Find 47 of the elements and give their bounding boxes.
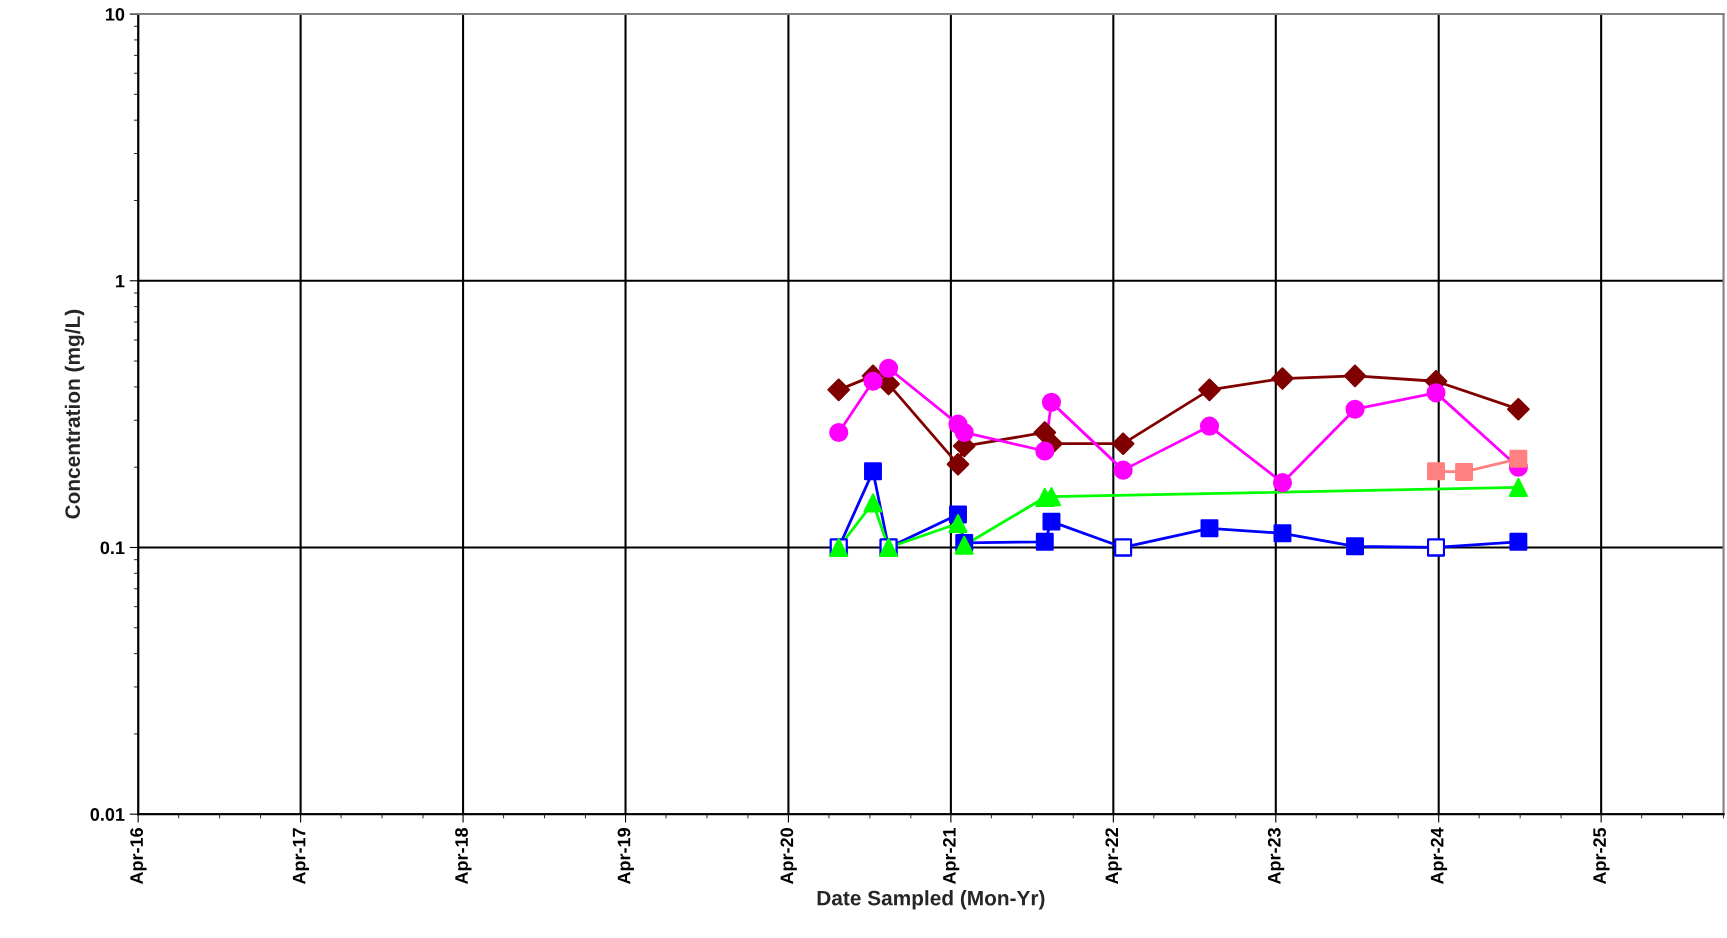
point [863, 493, 883, 513]
point [863, 371, 883, 391]
point [954, 422, 974, 442]
x-tick-label: Apr-25 [1593, 827, 1610, 885]
x-tick-label: Apr-18 [455, 827, 472, 885]
x-tick-label: Apr-22 [1105, 828, 1122, 885]
point [1509, 449, 1528, 468]
y-tick-label: 10 [106, 8, 125, 21]
point [1199, 416, 1220, 436]
x-tick-label: Apr-17 [292, 828, 310, 885]
point [1509, 532, 1528, 551]
point [864, 462, 882, 481]
point [1426, 383, 1446, 403]
point [1427, 462, 1445, 481]
x-axis-title: Date Sampled (Mon-Yr) [817, 890, 1045, 910]
y-axis-title: Concentration (mg/L) [64, 309, 85, 519]
x-tick-label: Apr-23 [1267, 828, 1285, 885]
y-tick-label: 0.01 [90, 808, 125, 821]
x-tick-label: Apr-21 [942, 827, 960, 885]
point [1508, 477, 1528, 497]
y-tick-label: 0.1 [100, 541, 125, 555]
point [946, 452, 970, 476]
point [1345, 399, 1365, 419]
point [1111, 432, 1135, 456]
point [1346, 537, 1364, 556]
point [1273, 524, 1292, 543]
point [1271, 367, 1294, 390]
point [1455, 462, 1474, 481]
point [1035, 532, 1054, 551]
point [1042, 512, 1061, 531]
x-tick-label: Apr-20 [780, 828, 797, 885]
x-tick-label: Apr-24 [1430, 827, 1448, 885]
point [1200, 519, 1219, 538]
point [1343, 364, 1367, 388]
x-tick-label: Apr-19 [617, 828, 634, 885]
point [1507, 397, 1530, 421]
point [1035, 441, 1055, 461]
y-tick-label: 1 [116, 274, 125, 288]
x-tick-label: Apr-16 [130, 828, 147, 885]
point [948, 513, 968, 534]
point [879, 358, 899, 378]
point [1113, 460, 1133, 480]
point [827, 378, 851, 402]
point [829, 422, 849, 442]
point [1041, 392, 1062, 412]
point [1272, 473, 1293, 493]
point [1198, 378, 1221, 402]
